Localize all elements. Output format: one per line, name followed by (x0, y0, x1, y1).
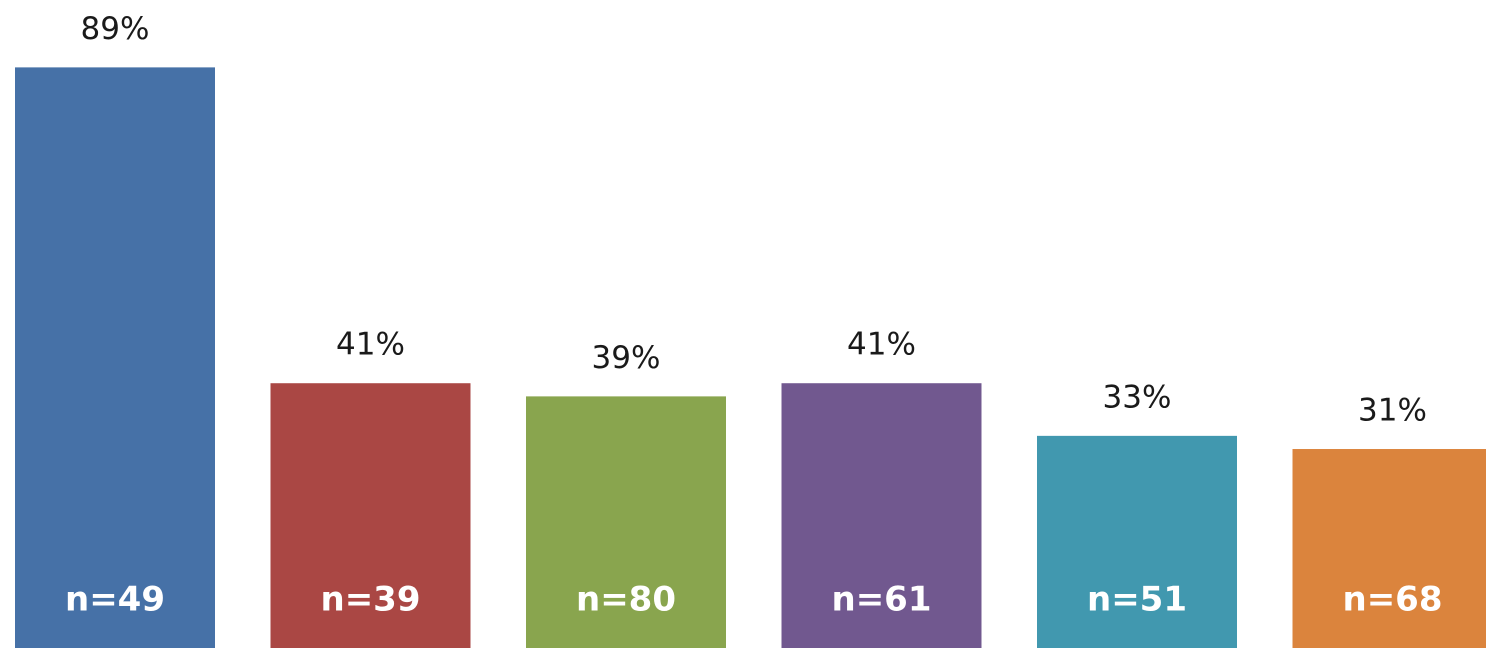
value-label: 41% (847, 327, 916, 363)
value-label: 41% (336, 327, 405, 363)
bar (15, 67, 215, 648)
value-label: 31% (1358, 393, 1427, 429)
value-label: 33% (1103, 379, 1172, 415)
sample-size-label: n=39 (320, 580, 420, 620)
sample-size-label: n=80 (576, 580, 676, 620)
bar (1292, 449, 1486, 648)
sample-size-label: n=61 (831, 580, 931, 620)
bar (270, 383, 471, 648)
value-label: 39% (592, 340, 661, 376)
bar (781, 383, 982, 648)
sample-size-label: n=68 (1342, 580, 1442, 620)
sample-size-label: n=51 (1087, 580, 1187, 620)
bar (526, 396, 726, 648)
sample-size-label: n=49 (65, 580, 165, 620)
bar (1037, 435, 1237, 648)
value-label: 89% (81, 11, 150, 47)
